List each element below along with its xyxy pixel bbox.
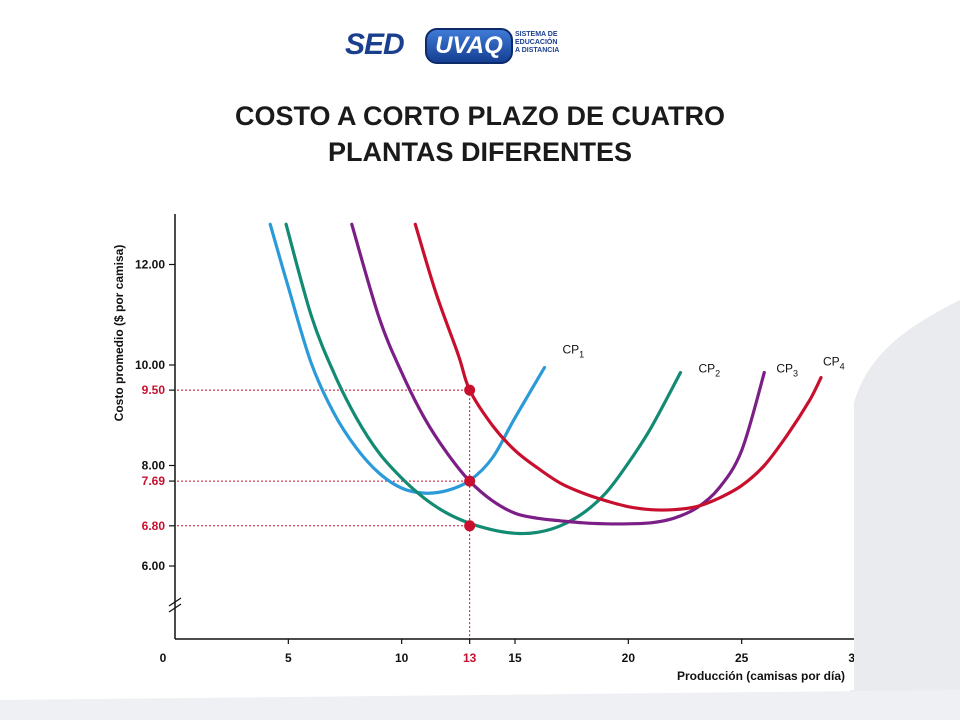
cost-curves — [268, 222, 823, 536]
x-tick-label-0: 0 — [160, 651, 167, 665]
curve-cp4 — [413, 222, 823, 512]
slide-title-line2: PLANTAS DIFERENTES — [327, 137, 632, 167]
logo-tagline-line2: EDUCACIÓN — [515, 39, 558, 46]
plot-panel: CP1 CP2 CP3 CP4 6.00 8.00 9.50 7.69 6.80 10.00 12.… — [108, 200, 854, 690]
swoosh-bottom — [0, 690, 960, 720]
x-tick-label-30: 30 — [848, 651, 854, 665]
point-markers — [464, 384, 476, 532]
chart-labels: CP1 CP2 CP3 CP4 6.00 8.00 9.50 7.69 6.80 10.00 12.… — [112, 245, 854, 683]
y-axis-break-1 — [168, 597, 182, 607]
point-marker-3 — [464, 520, 476, 532]
slide-title: COSTO A CORTO PLAZO DE CUATRO PLANTAS DI… — [0, 98, 960, 170]
x-tick-label-15: 15 — [508, 651, 522, 665]
curve-cp1 — [268, 222, 547, 495]
logo-tagline-line1: SISTEMA DE — [515, 31, 558, 38]
x-tick-label-25: 25 — [735, 651, 749, 665]
slide-title-line1: COSTO A CORTO PLAZO DE CUATRO — [234, 101, 725, 131]
y-tick-label-10.00: 10.00 — [135, 358, 165, 372]
x-tick-label-20: 20 — [622, 651, 636, 665]
series-label-cp4: CP4 — [823, 355, 845, 372]
y-axis-break-2 — [168, 603, 182, 613]
cost-chart: CP1 CP2 CP3 CP4 6.00 8.00 9.50 7.69 6.80 10.00 12.… — [112, 214, 854, 683]
y-tick-label-7.69: 7.69 — [142, 474, 166, 488]
series-label-cp3: CP3 — [776, 362, 798, 379]
swoosh-shape — [850, 300, 960, 720]
y-tick-label-12.00: 12.00 — [135, 258, 165, 272]
y-tick-label-8.00: 8.00 — [142, 459, 166, 473]
logo: SED UVAQ SISTEMA DE EDUCACIÓN A DISTANCI… — [345, 22, 575, 74]
x-tick-label-5: 5 — [285, 651, 292, 665]
series-label-cp1: CP1 — [562, 343, 584, 360]
y-axis-label: Costo promedio ($ por camisa) — [112, 245, 126, 422]
x-tick-label-10: 10 — [395, 651, 409, 665]
logo-tagline-line3: A DISTANCIA — [515, 47, 560, 54]
logo-brand: SED — [345, 28, 405, 61]
guide-lines — [177, 389, 471, 639]
point-marker-1 — [464, 384, 476, 396]
curve-cp2 — [284, 222, 683, 536]
y-tick-label-6.00: 6.00 — [142, 559, 166, 573]
chart-axes — [168, 214, 854, 644]
logo-tagline: SISTEMA DE EDUCACIÓN A DISTANCIA — [515, 31, 575, 55]
x-axis-label: Producción (camisas por día) — [677, 669, 845, 683]
y-tick-label-9.50: 9.50 — [142, 383, 166, 397]
point-marker-2 — [464, 475, 476, 487]
y-tick-label-6.80: 6.80 — [142, 519, 166, 533]
series-label-cp2: CP2 — [698, 362, 720, 379]
x-tick-label-13: 13 — [463, 651, 477, 665]
logo-badge: UVAQ — [425, 28, 513, 64]
